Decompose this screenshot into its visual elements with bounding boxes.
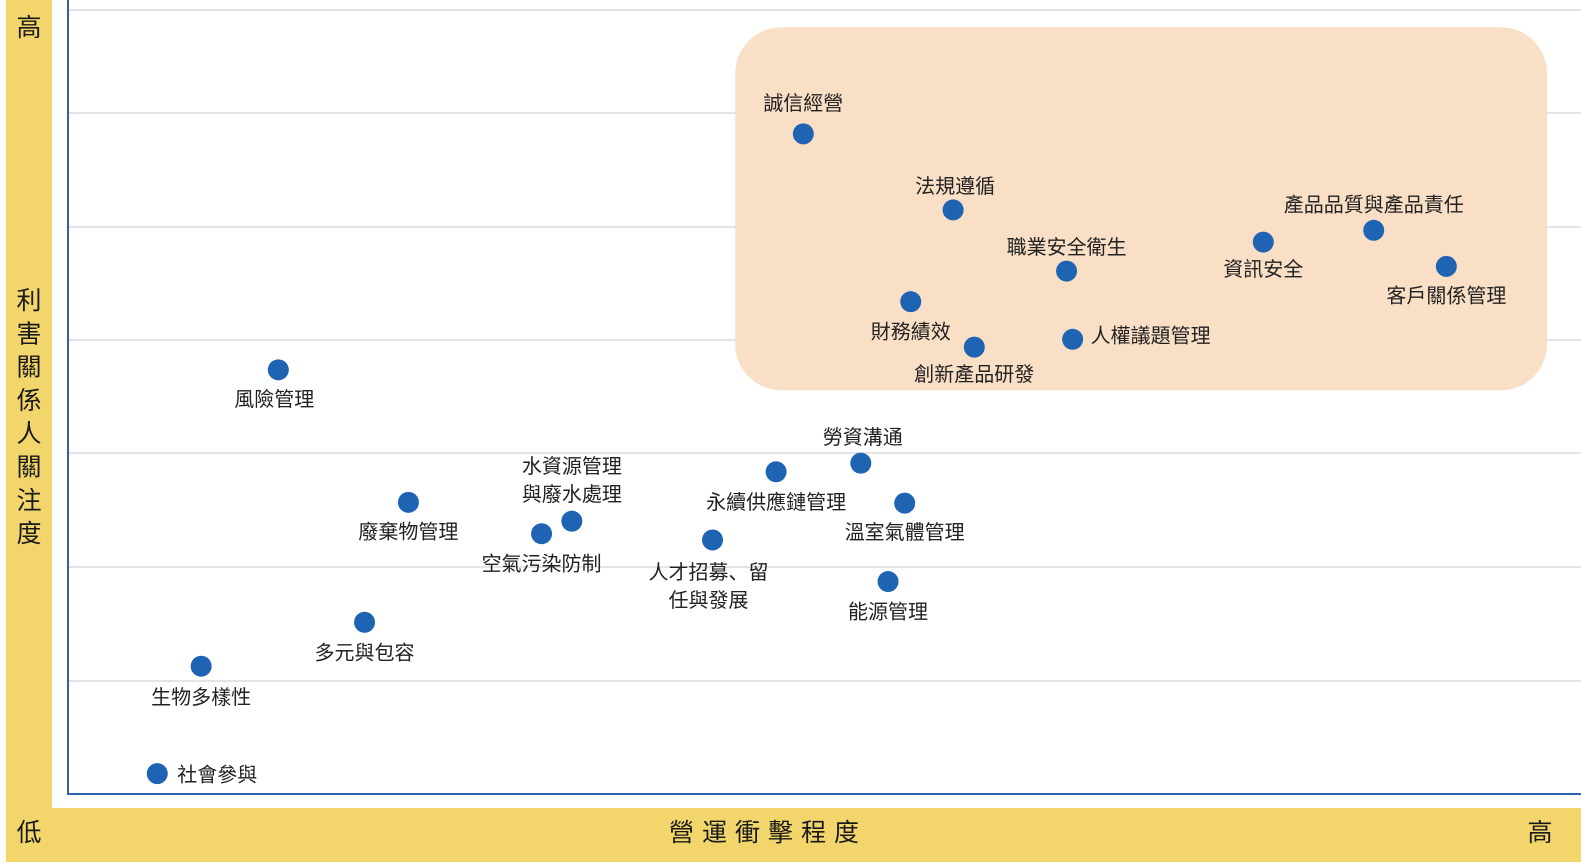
y-axis-title-char: 害: [16, 319, 41, 348]
point-label: 社會參與: [177, 763, 257, 787]
y-axis-title-char: 注: [16, 486, 41, 515]
data-point: [765, 461, 787, 483]
data-point: [792, 123, 814, 145]
point-label: 生物多樣性: [151, 685, 251, 709]
point-label: 財務績效: [871, 320, 951, 344]
y-axis-title-char: 利: [16, 286, 41, 315]
point-label: 多元與包容: [315, 640, 415, 664]
data-point: [1363, 219, 1385, 241]
point-label: 永續供應鏈管理: [706, 490, 846, 514]
material-topics-region: [735, 27, 1547, 391]
data-points: [146, 123, 1457, 785]
point-label: 人權議題管理: [1091, 323, 1211, 347]
data-point: [1056, 260, 1078, 282]
point-label: 勞資溝通: [823, 425, 903, 449]
data-point: [397, 491, 419, 513]
point-label: 人才招募、留任與發展: [649, 560, 769, 612]
point-label: 產品品質與產品責任: [1284, 192, 1464, 216]
y-axis-title-char: 係: [16, 386, 41, 415]
data-point: [146, 763, 168, 785]
y-axis-low-label: 低: [16, 818, 41, 847]
data-point: [702, 529, 724, 551]
point-label: 水資源管理與廢水處理: [522, 454, 622, 506]
data-point: [531, 523, 553, 545]
y-axis-title-char: 人: [16, 419, 41, 448]
point-label: 風險管理: [234, 387, 314, 411]
data-point: [1252, 231, 1274, 253]
x-axis-band: [6, 808, 1581, 862]
data-point: [190, 655, 212, 677]
y-axis-title-char: 度: [16, 519, 41, 548]
data-point: [900, 291, 922, 313]
data-point: [850, 452, 872, 474]
data-point: [894, 492, 916, 514]
y-axis-title-char: 關: [16, 353, 41, 382]
y-axis-title-char: 關: [16, 453, 41, 482]
y-axis-high-label: 高: [16, 13, 41, 42]
axes: [67, 0, 1581, 795]
point-label: 法規遵循: [915, 174, 995, 198]
x-axis-high-label: 高: [1527, 818, 1552, 847]
point-label: 資訊安全: [1223, 257, 1303, 281]
point-label: 誠信經營: [763, 91, 843, 115]
y-axis-title: 利害關係人關注度: [16, 286, 41, 548]
data-point: [267, 359, 289, 381]
x-axis-title: 營運衝擊程度: [669, 818, 867, 847]
data-point: [1435, 255, 1457, 277]
data-point: [354, 611, 376, 633]
point-label: 客戶關係管理: [1386, 283, 1506, 307]
data-point: [877, 571, 899, 593]
point-label: 空氣污染防制: [482, 552, 602, 576]
data-point: [963, 336, 985, 358]
data-point: [1062, 328, 1084, 350]
y-axis-band: [6, 0, 52, 862]
point-label: 溫室氣體管理: [845, 520, 965, 544]
point-label: 能源管理: [848, 600, 928, 624]
data-point: [561, 510, 583, 532]
point-label: 職業安全衛生: [1007, 235, 1127, 259]
data-point: [942, 199, 964, 221]
point-label: 創新產品研發: [914, 362, 1034, 386]
point-label: 廢棄物管理: [358, 519, 458, 543]
